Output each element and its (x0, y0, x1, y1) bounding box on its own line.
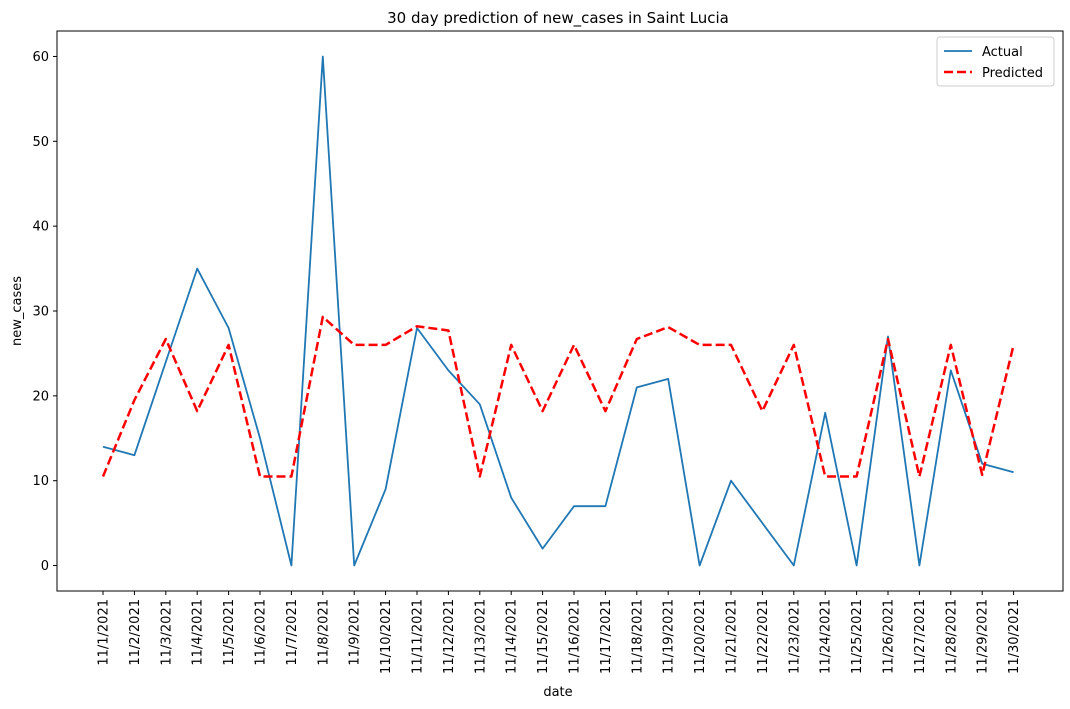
y-tick-label: 40 (32, 220, 49, 235)
x-tick-label: 11/29/2021 (976, 599, 991, 674)
x-tick-label: 11/3/2021 (159, 599, 174, 666)
series-line-actual (102, 55, 1014, 567)
y-tick-label: 50 (32, 135, 49, 150)
plot-area (101, 55, 1015, 567)
legend-box (936, 36, 1055, 87)
x-tick-label: 11/4/2021 (191, 599, 206, 666)
x-tick-label: 11/5/2021 (222, 599, 237, 666)
x-tick-label: 11/30/2021 (1007, 599, 1022, 674)
x-tick-label: 11/16/2021 (568, 599, 583, 674)
x-axis-label: date (543, 685, 572, 700)
y-tick-label: 0 (41, 559, 49, 574)
x-tick-label: 11/7/2021 (285, 599, 300, 666)
legend-label-predicted: Predicted (982, 66, 1043, 81)
x-tick-label: 11/9/2021 (348, 599, 363, 666)
x-tick-label: 11/21/2021 (725, 599, 740, 674)
legend-label-actual: Actual (982, 45, 1023, 60)
x-tick-label: 11/24/2021 (819, 599, 834, 674)
chart-title: 30 day prediction of new_cases in Saint … (387, 9, 729, 28)
x-tick-label: 11/14/2021 (505, 599, 520, 674)
x-tick-label: 11/22/2021 (756, 599, 771, 674)
x-tick-label: 11/12/2021 (442, 599, 457, 674)
x-tick-label: 11/18/2021 (630, 599, 645, 674)
y-tick-label: 60 (32, 50, 49, 65)
x-tick-label: 11/27/2021 (913, 599, 928, 674)
x-tick-label: 11/11/2021 (411, 599, 426, 674)
x-tick-label: 11/8/2021 (316, 599, 331, 666)
series-line-predicted (101, 315, 1015, 478)
x-tick-label: 11/17/2021 (599, 599, 614, 674)
y-tick-label: 20 (32, 389, 49, 404)
x-tick-label: 11/1/2021 (97, 599, 112, 666)
x-tick-label: 11/25/2021 (850, 599, 865, 674)
x-tick-label: 11/10/2021 (379, 599, 394, 674)
x-tick-label: 11/13/2021 (473, 599, 488, 674)
x-tick-label: 11/2/2021 (128, 599, 143, 666)
x-tick-label: 11/19/2021 (662, 599, 677, 674)
y-tick-label: 10 (32, 474, 49, 489)
x-tick-label: 11/28/2021 (944, 599, 959, 674)
y-axis: 0 10 20 30 40 50 60 (32, 50, 57, 574)
y-axis-label: new_cases (10, 276, 25, 346)
x-tick-label: 11/26/2021 (882, 599, 897, 674)
y-tick-label: 30 (32, 305, 49, 320)
x-tick-label: 11/20/2021 (693, 599, 708, 674)
x-axis: 11/1/2021 11/2/2021 11/3/2021 11/4/2021 11/5… (97, 591, 1022, 674)
x-tick-label: 11/23/2021 (787, 599, 802, 674)
x-tick-label: 11/6/2021 (254, 599, 269, 666)
x-tick-label: 11/15/2021 (536, 599, 551, 674)
legend: Actual Predicted (936, 36, 1055, 87)
